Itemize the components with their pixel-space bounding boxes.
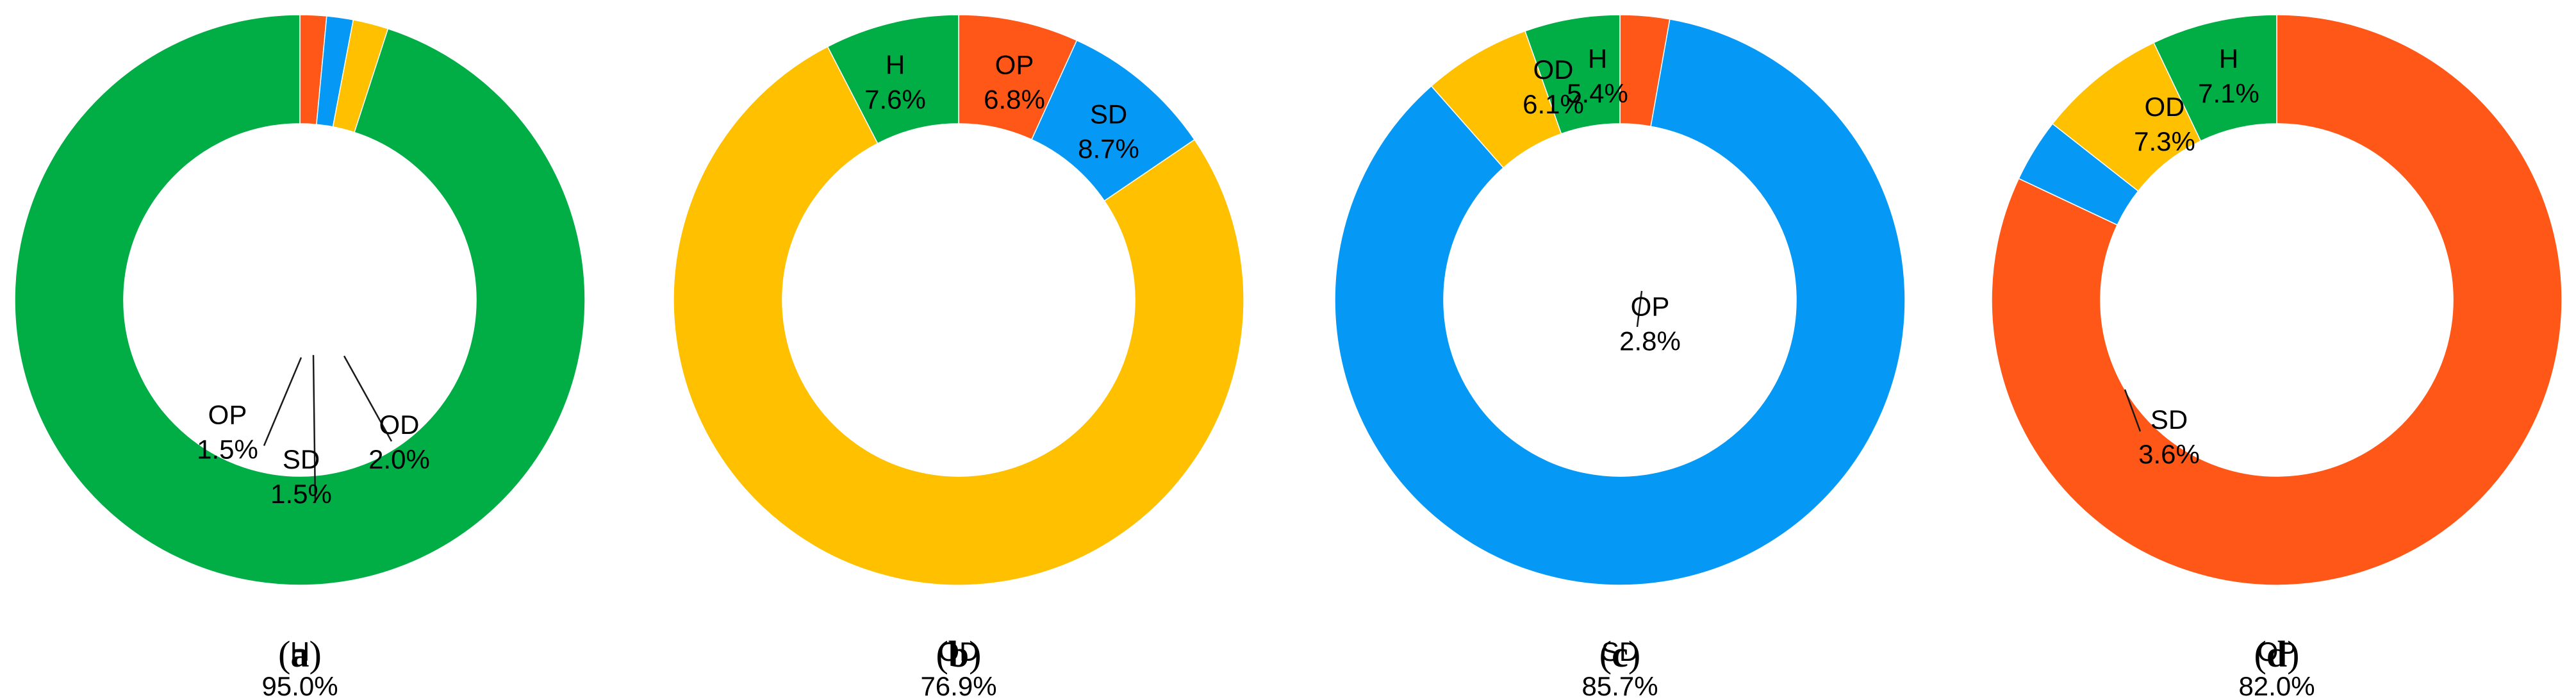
- panel-caption-b: (b): [936, 633, 982, 675]
- slice-value-label: 95.0%: [261, 671, 338, 698]
- leader-line-od: [343, 355, 393, 442]
- leader-line-op: [1636, 290, 1643, 328]
- slice-value-label: 7.3%: [2134, 126, 2195, 156]
- slice-h: [14, 14, 586, 586]
- slice-sd: [1334, 18, 1906, 586]
- slice-name-label: SD: [1090, 99, 1127, 129]
- donut-panel-c: OP 2.8% SD 85.7% OD 6.1%H 5.4%: [1334, 14, 1906, 698]
- panel-caption-a: (a): [278, 633, 322, 675]
- panel-caption-d: (d): [2254, 633, 2300, 675]
- slice-value-label: 2.8%: [1619, 326, 1681, 356]
- slice-name-label: OP: [1631, 291, 1670, 321]
- slice-value-label: 85.7%: [1581, 671, 1658, 698]
- slice-value-label: 1.5%: [270, 479, 332, 509]
- donut-panel-a: OP 1.5% SD 1.5% OD 2.0% H 95.0%: [14, 14, 586, 698]
- slice-value-label: 7.1%: [2198, 78, 2259, 108]
- slice-value-label: 6.8%: [984, 84, 1045, 114]
- slice-value-label: 82.0%: [2238, 671, 2315, 698]
- leader-line-sd: [2124, 389, 2142, 432]
- slice-od: [673, 46, 1244, 586]
- leader-line-sd: [312, 354, 317, 503]
- slice-value-label: 1.5%: [197, 435, 258, 465]
- slice-name-label: OD: [2145, 92, 2185, 122]
- slice-name-label: OD: [379, 410, 420, 440]
- slice-value-label: 6.1%: [1523, 89, 1584, 119]
- donut-panel-d: OP 82.0% SD 3.6% OD 7.3% H 7.1%: [1991, 14, 2563, 698]
- slice-value-label: 2.0%: [368, 444, 430, 474]
- slice-name-label: OP: [2258, 636, 2297, 667]
- slice-value-label: 5.4%: [1567, 78, 1628, 108]
- slice-name-label: SD: [2151, 404, 2188, 435]
- slice-h: [827, 14, 959, 144]
- slice-h: [2152, 14, 2277, 142]
- slice-value-label: 3.6%: [2138, 439, 2200, 469]
- slice-name-label: SD: [1601, 636, 1639, 667]
- leader-line-op: [263, 357, 302, 446]
- donut-panel-b: OP 6.8% SD 8.7% OD 76.9% H 7.6%: [673, 14, 1244, 698]
- slice-value-label: 7.6%: [864, 84, 926, 114]
- slice-name-label: H: [290, 636, 310, 667]
- slice-h: [1524, 14, 1621, 135]
- slice-name-label: H: [886, 49, 905, 79]
- slice-op: [1991, 14, 2563, 586]
- panel-caption-c: (c): [1599, 633, 1640, 675]
- slice-name-label: H: [2219, 44, 2238, 74]
- slice-name-label: OP: [208, 400, 247, 430]
- slice-value-label: 8.7%: [1078, 133, 1139, 163]
- slice-name-label: OD: [1533, 54, 1574, 85]
- slice-name-label: OD: [939, 636, 979, 667]
- slice-value-label: 76.9%: [920, 671, 996, 698]
- slice-name-label: H: [1588, 44, 1607, 74]
- slice-name-label: OP: [995, 49, 1034, 79]
- slice-name-label: SD: [283, 444, 320, 474]
